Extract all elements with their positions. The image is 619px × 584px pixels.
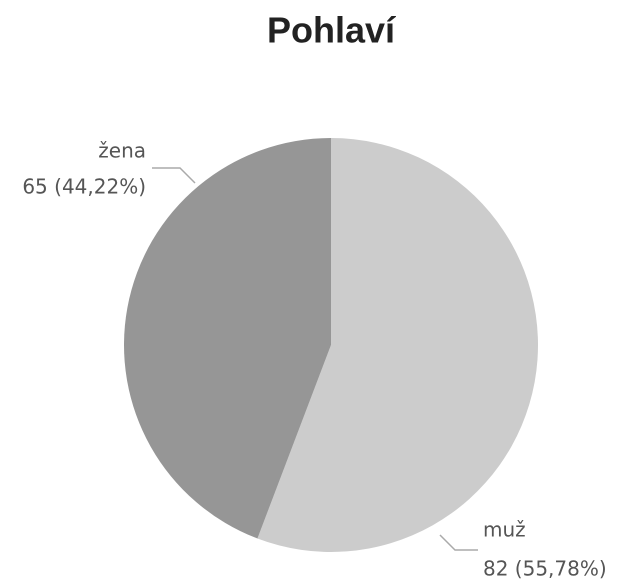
value-label: 82 (55,78%) [483, 557, 607, 581]
chart-title: Pohlaví [267, 10, 396, 51]
value-label: 65 (44,22%) [22, 175, 146, 199]
slice-label: žena [98, 139, 146, 163]
leader-line [152, 167, 196, 184]
pie-slice [257, 138, 538, 553]
slice-label: muž [483, 518, 526, 542]
leader-line [439, 534, 478, 551]
pie-slice [123, 138, 331, 539]
